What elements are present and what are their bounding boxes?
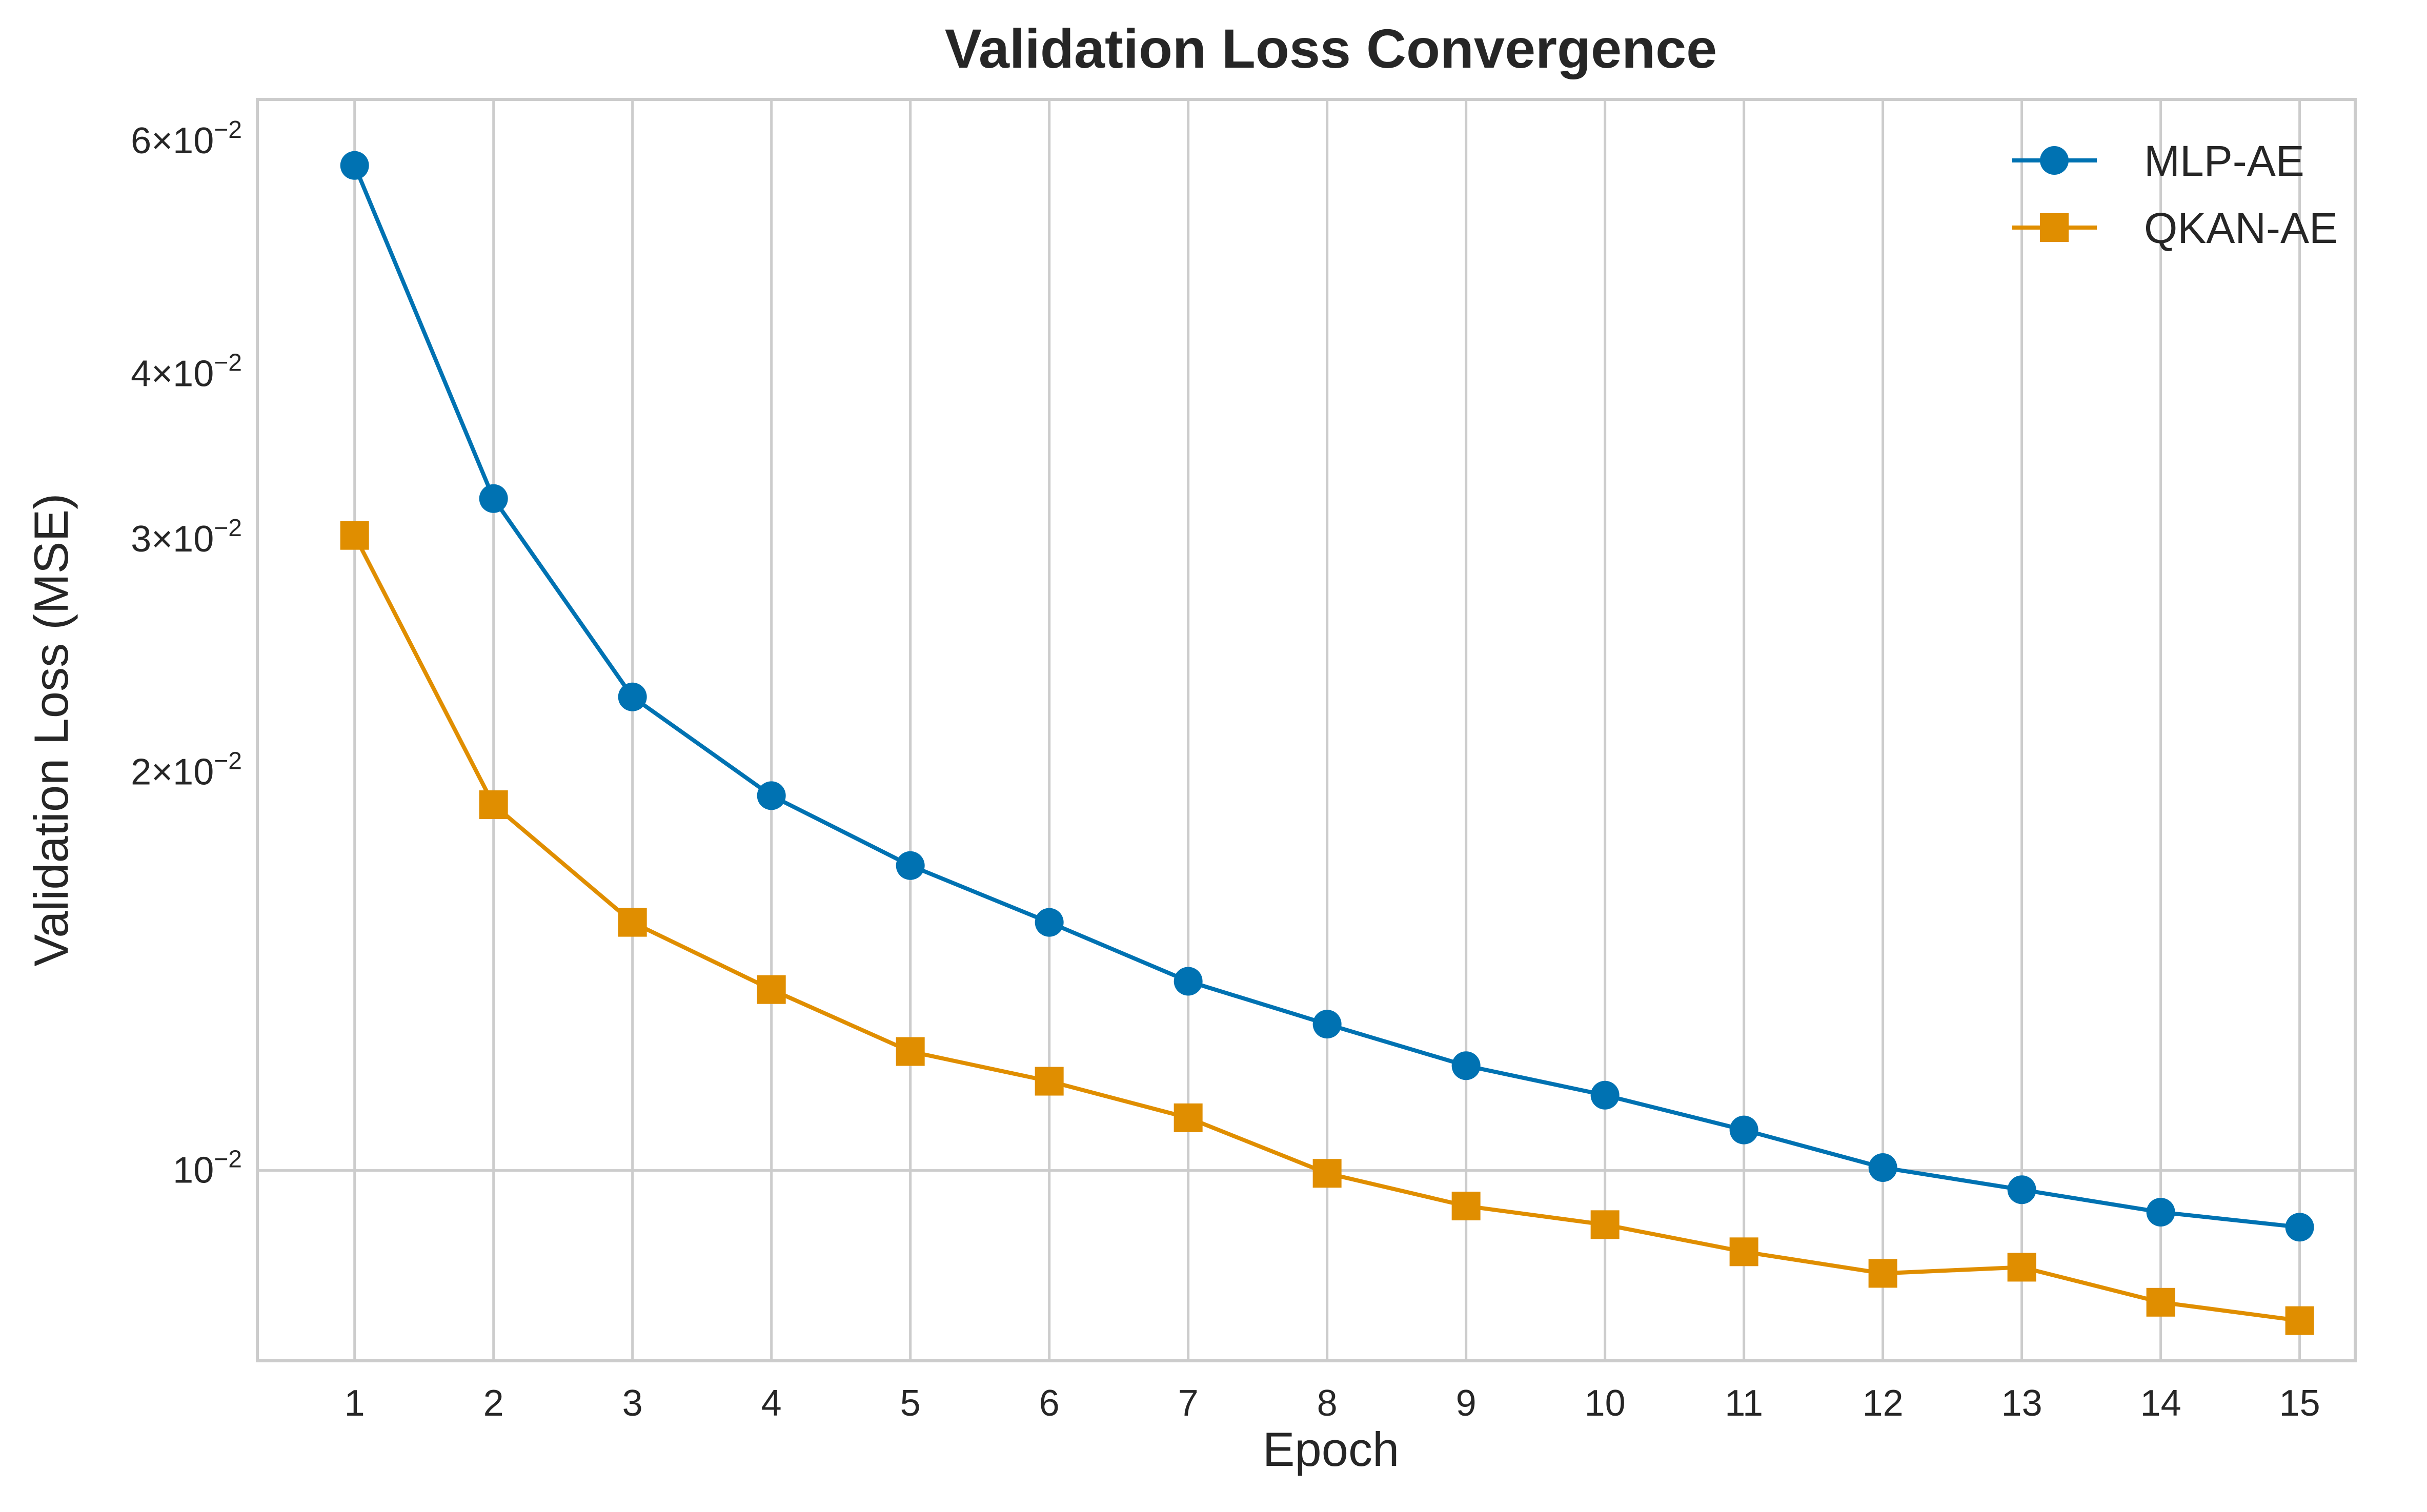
y-tick-label: 6×10−2 (131, 116, 242, 161)
data-point-mlp-ae (618, 682, 647, 711)
data-point-qkan-ae (1590, 1210, 1620, 1239)
x-tick-label: 13 (2001, 1383, 2042, 1424)
plot-frame (256, 98, 2357, 1362)
data-point-mlp-ae (1451, 1051, 1481, 1080)
data-point-mlp-ae (1312, 1010, 1342, 1039)
x-tick-label: 7 (1178, 1383, 1199, 1424)
data-point-mlp-ae (479, 484, 508, 513)
y-tick-labels: 6×10−2 4×10−2 3×10−2 2×10−2 10−2 (131, 116, 242, 1191)
data-point-qkan-ae (896, 1037, 925, 1066)
data-point-qkan-ae (618, 908, 647, 937)
x-tick-label: 10 (1585, 1383, 1626, 1424)
y-axis-label: Validation Loss (MSE) (24, 494, 78, 967)
x-tick-label: 6 (1039, 1383, 1060, 1424)
x-tick-label: 15 (2279, 1383, 2320, 1424)
x-tick-labels: 1 2 3 4 5 6 7 8 9 10 11 12 13 14 15 (345, 1383, 2320, 1424)
data-point-qkan-ae (1312, 1159, 1342, 1188)
data-point-qkan-ae (479, 790, 508, 820)
grid-lines (257, 99, 2355, 1361)
data-point-mlp-ae (340, 151, 369, 180)
data-point-mlp-ae (757, 781, 786, 810)
x-tick-label: 3 (622, 1383, 643, 1424)
data-point-qkan-ae (2007, 1253, 2036, 1282)
data-point-qkan-ae (2146, 1288, 2175, 1317)
data-point-mlp-ae (2285, 1213, 2314, 1242)
data-point-qkan-ae (1174, 1103, 1203, 1132)
data-point-qkan-ae (757, 975, 786, 1004)
data-point-mlp-ae (1174, 967, 1203, 996)
data-point-mlp-ae (1035, 908, 1064, 937)
data-point-mlp-ae (1590, 1080, 1620, 1110)
data-point-mlp-ae (896, 851, 925, 880)
x-tick-label: 9 (1456, 1383, 1477, 1424)
x-tick-label: 14 (2140, 1383, 2181, 1424)
data-point-qkan-ae (1451, 1191, 1481, 1220)
legend-marker-mlp-ae (2040, 146, 2069, 175)
series-layer (340, 151, 2314, 1335)
data-point-qkan-ae (1035, 1067, 1064, 1096)
x-tick-label: 5 (900, 1383, 921, 1424)
data-point-mlp-ae (2007, 1175, 2036, 1204)
data-point-qkan-ae (1729, 1237, 1758, 1266)
legend: MLP-AE QKAN-AE (2012, 137, 2338, 252)
x-tick-label: 11 (1725, 1383, 1763, 1424)
data-point-mlp-ae (2146, 1197, 2175, 1227)
data-point-mlp-ae (1868, 1153, 1897, 1182)
legend-label-qkan-ae: QKAN-AE (2144, 204, 2338, 252)
y-tick-label: 3×10−2 (131, 515, 242, 560)
data-point-mlp-ae (1729, 1115, 1758, 1145)
data-point-qkan-ae (1868, 1259, 1897, 1288)
x-tick-label: 8 (1317, 1383, 1338, 1424)
x-axis-label: Epoch (1263, 1422, 1400, 1476)
data-point-qkan-ae (340, 521, 369, 550)
x-tick-label: 1 (345, 1383, 365, 1424)
data-point-qkan-ae (2285, 1306, 2314, 1335)
y-tick-label: 10−2 (173, 1146, 242, 1191)
y-tick-label: 2×10−2 (131, 748, 242, 793)
x-tick-label: 4 (761, 1383, 782, 1424)
legend-marker-qkan-ae (2040, 213, 2069, 242)
chart-title: Validation Loss Convergence (945, 17, 1717, 79)
y-tick-label: 4×10−2 (131, 350, 242, 395)
x-tick-label: 2 (483, 1383, 504, 1424)
legend-label-mlp-ae: MLP-AE (2144, 137, 2304, 185)
x-tick-label: 12 (1863, 1383, 1904, 1424)
